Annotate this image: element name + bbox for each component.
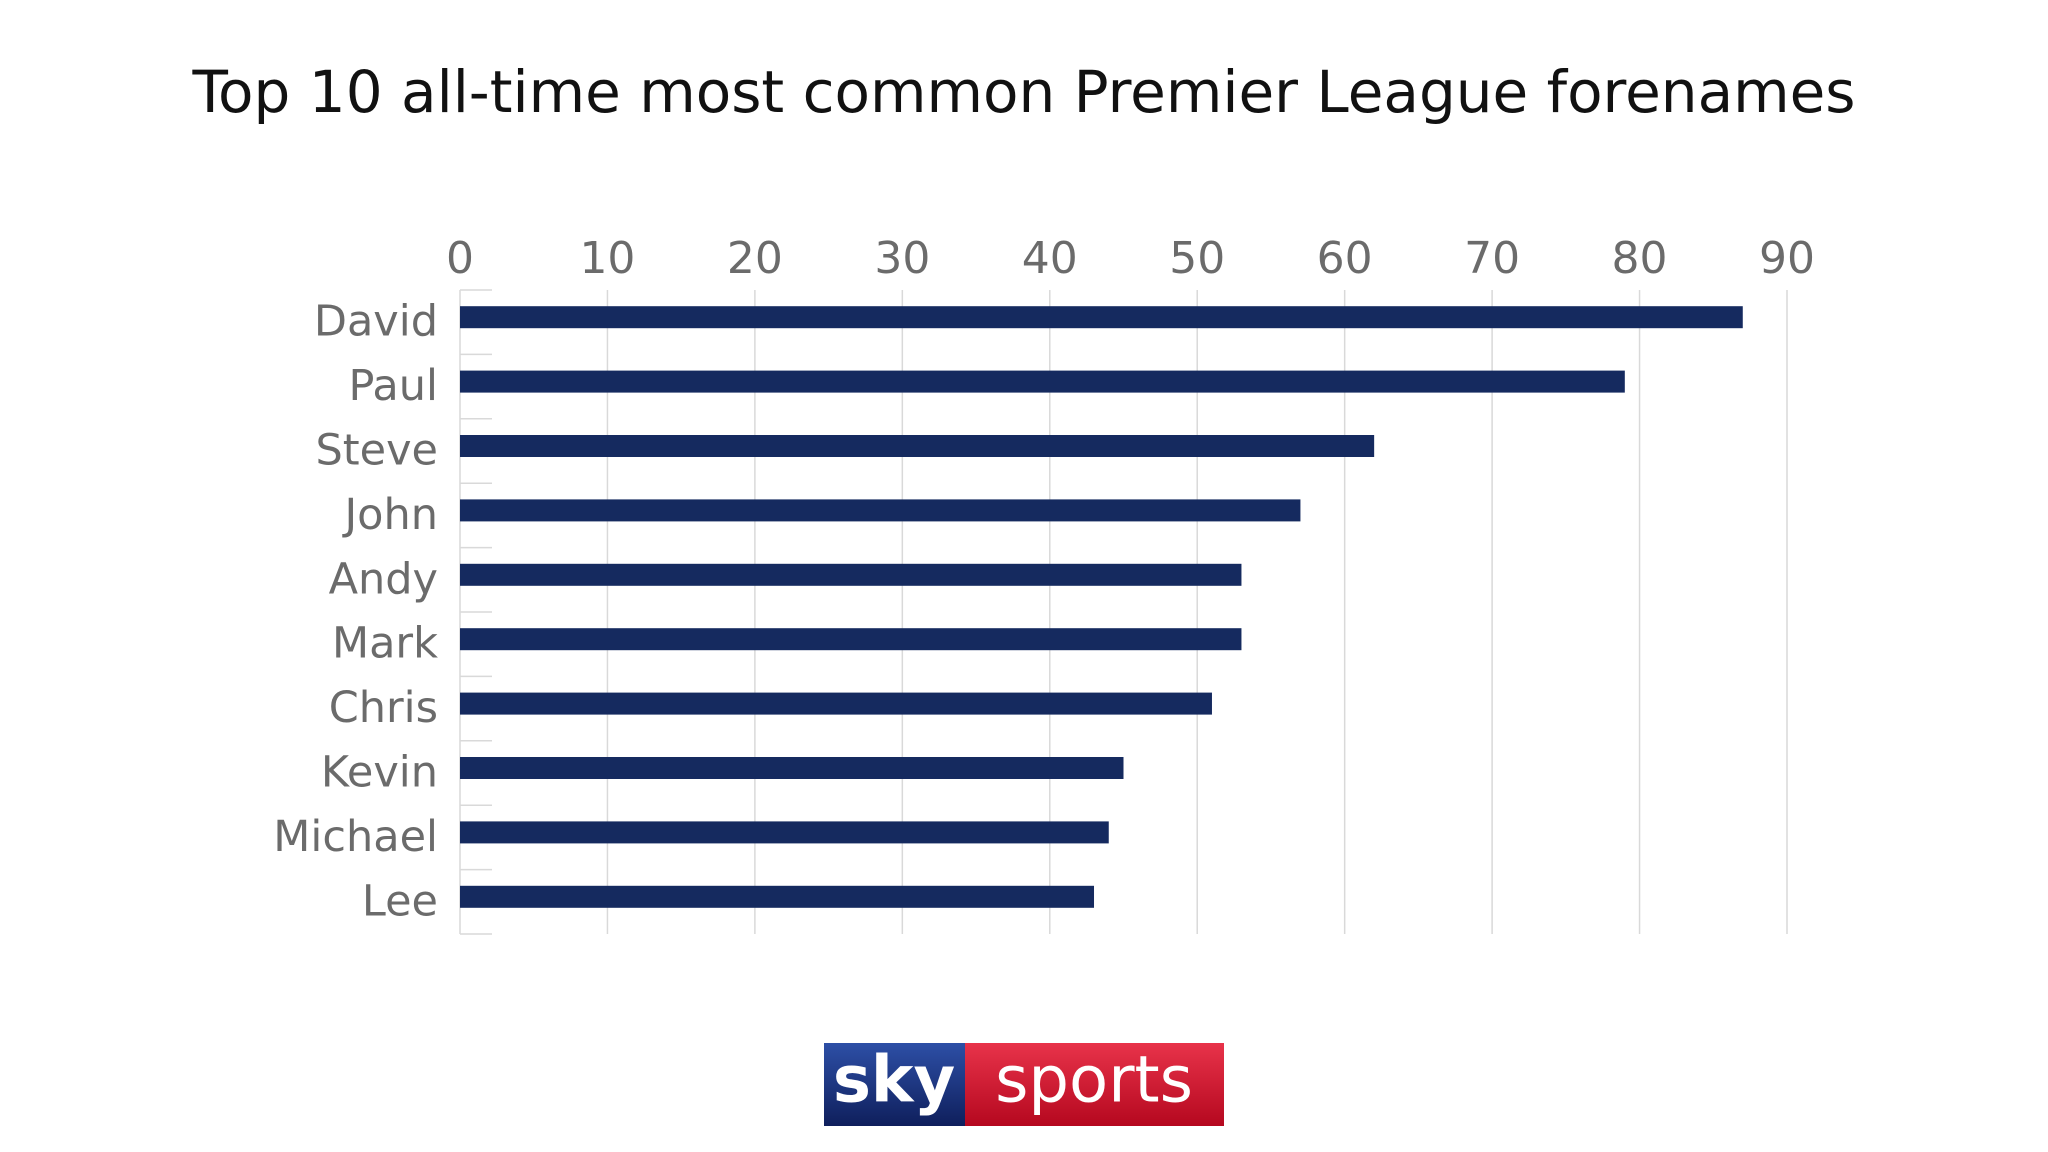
x-tick-label: 70 — [1464, 233, 1520, 284]
x-tick-label: 50 — [1169, 233, 1225, 284]
x-tick-label: 90 — [1759, 233, 1815, 284]
logo-left: sky — [833, 1044, 955, 1118]
y-tick-label: Steve — [315, 426, 438, 476]
logo: sky sports — [824, 1043, 1224, 1126]
x-tick-label: 30 — [874, 233, 930, 284]
x-tick-label: 60 — [1317, 233, 1373, 284]
x-tick-label: 20 — [727, 233, 783, 284]
y-tick-label: Andy — [329, 554, 438, 604]
y-tick-label: Chris — [329, 683, 438, 733]
logo-right: sports — [995, 1044, 1193, 1118]
bar — [460, 370, 1625, 393]
logo-right-bg — [965, 1043, 1224, 1126]
y-tick-label: Lee — [362, 876, 438, 926]
x-tick-label: 0 — [446, 233, 474, 284]
x-tick-label: 10 — [579, 233, 635, 284]
y-tick-label: David — [314, 297, 438, 347]
y-tick-label: John — [342, 490, 439, 540]
bar — [460, 499, 1301, 522]
bar — [460, 563, 1242, 586]
logo-left-bg — [824, 1043, 965, 1126]
y-tick-label: Mark — [332, 619, 438, 669]
y-tick-label: Paul — [348, 361, 438, 411]
x-tick-label: 80 — [1612, 233, 1668, 284]
bar — [460, 628, 1242, 651]
bar — [460, 885, 1095, 908]
y-tick-label: Kevin — [321, 748, 438, 798]
chart-title: Top 10 all-time most common Premier Leag… — [191, 58, 1855, 126]
bar — [460, 306, 1743, 329]
bar — [460, 821, 1109, 844]
bar — [460, 692, 1212, 715]
bar — [460, 435, 1375, 457]
y-tick-label: Michael — [273, 812, 438, 862]
x-tick-label: 40 — [1022, 233, 1078, 284]
bar — [460, 757, 1124, 779]
